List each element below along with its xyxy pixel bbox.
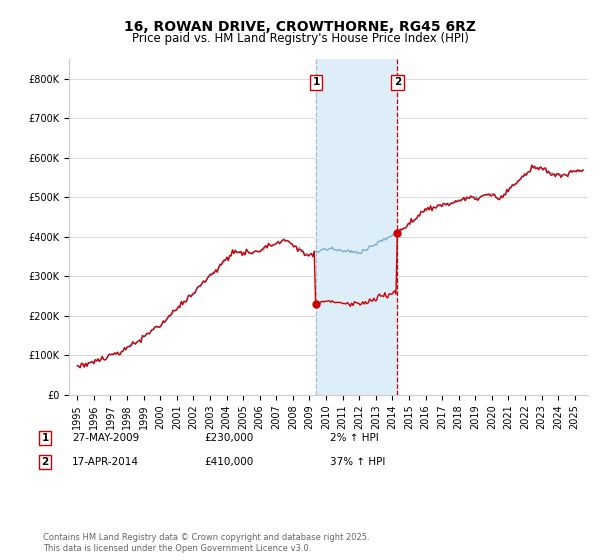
Text: Contains HM Land Registry data © Crown copyright and database right 2025.
This d: Contains HM Land Registry data © Crown c…: [43, 533, 370, 553]
Text: 1: 1: [41, 433, 49, 443]
Text: 17-APR-2014: 17-APR-2014: [72, 457, 139, 467]
Text: 16, ROWAN DRIVE, CROWTHORNE, RG45 6RZ: 16, ROWAN DRIVE, CROWTHORNE, RG45 6RZ: [124, 20, 476, 34]
Text: Price paid vs. HM Land Registry's House Price Index (HPI): Price paid vs. HM Land Registry's House …: [131, 32, 469, 45]
Text: 2: 2: [394, 77, 401, 87]
Text: 1: 1: [313, 77, 320, 87]
Text: 2% ↑ HPI: 2% ↑ HPI: [330, 433, 379, 443]
Text: 37% ↑ HPI: 37% ↑ HPI: [330, 457, 385, 467]
Text: £230,000: £230,000: [204, 433, 253, 443]
Bar: [316, 59, 397, 395]
Text: 2: 2: [41, 457, 49, 467]
Text: 27-MAY-2009: 27-MAY-2009: [72, 433, 139, 443]
Text: £410,000: £410,000: [204, 457, 253, 467]
